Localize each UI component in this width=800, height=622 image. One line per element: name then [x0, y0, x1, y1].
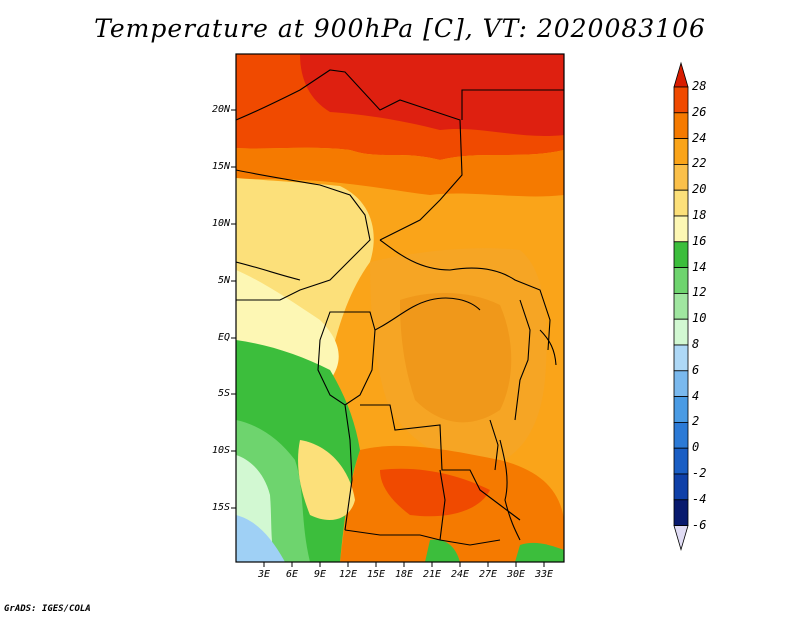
colorbar-level-label: -6: [692, 517, 707, 532]
lat-label-20n: 20N: [211, 104, 230, 115]
colorbar-cell: [673, 189, 689, 217]
colorbar-cell: [673, 421, 689, 449]
colorbar-level-label: -2: [692, 466, 707, 480]
colorbar-level-label: -4: [692, 491, 707, 506]
lat-label-15s: 15S: [211, 502, 230, 513]
colorbar-level-label: 18: [692, 208, 707, 222]
lon-label-9e: 9E: [313, 569, 327, 580]
lat-label-10n: 10N: [211, 218, 230, 229]
country-borders: [236, 69, 564, 546]
lon-ticks: [263, 562, 545, 567]
lon-label-15e: 15E: [366, 569, 386, 580]
lat-label-eq: EQ: [217, 332, 230, 343]
credit-text: GrADS: IGES/COLA: [4, 604, 91, 614]
colorbar-cell: [673, 447, 689, 475]
lat-label-5n: 5N: [217, 275, 230, 286]
colorbar-cell: [673, 241, 689, 269]
lat-label-10s: 10S: [211, 445, 230, 456]
lon-label-18e: 18E: [394, 569, 414, 580]
colorbar-cell: [673, 370, 689, 397]
colorbar-bottom-triangle: [673, 525, 689, 552]
colorbar-cell: [673, 292, 689, 320]
colorbar-top-triangle: [673, 61, 689, 88]
lon-label-3e: 3E: [257, 569, 271, 580]
colorbar: [673, 61, 689, 552]
lon-label-33e: 33E: [534, 569, 554, 580]
map-title: Temperature at 900hPa [C], VT: 202008310…: [94, 14, 706, 43]
colorbar-cell: [673, 112, 689, 140]
colorbar-cell: [673, 163, 689, 191]
colorbar-cell: [673, 86, 689, 114]
colorbar-cell: [673, 499, 689, 526]
colorbar-level-label: 4: [692, 388, 700, 403]
colorbar-level-label: 6: [692, 362, 700, 377]
colorbar-level-label: 10: [692, 311, 707, 326]
colorbar-level-label: 2: [692, 414, 700, 429]
colorbar-cell: [673, 473, 689, 501]
field-shading: [236, 54, 564, 562]
colorbar-cell: [673, 344, 689, 372]
colorbar-cell: [673, 318, 689, 346]
colorbar-cell: [673, 138, 689, 165]
colorbar-level-label: 26: [692, 104, 707, 119]
colorbar-level-label: 0: [692, 440, 700, 455]
lon-label-12e: 12E: [338, 569, 358, 580]
lat-label-15n: 15N: [211, 161, 230, 172]
colorbar-level-label: 8: [692, 337, 700, 351]
lon-label-30e: 30E: [506, 569, 526, 580]
colorbar-cell: [673, 215, 689, 243]
colorbar-level-label: 24: [692, 130, 707, 145]
colorbar-cell: [673, 396, 689, 423]
lat-ticks: [231, 109, 236, 509]
colorbar-level-label: 28: [692, 79, 707, 93]
lon-label-24e: 24E: [450, 569, 470, 580]
lon-label-6e: 6E: [285, 569, 299, 580]
colorbar-cell: [673, 267, 689, 294]
lon-label-27e: 27E: [478, 569, 498, 580]
colorbar-level-label: 16: [692, 233, 707, 248]
colorbar-level-label: 12: [692, 285, 707, 300]
colorbar-level-label: 14: [692, 259, 707, 274]
lon-label-21e: 21E: [422, 569, 442, 580]
lat-label-5s: 5S: [217, 388, 230, 399]
colorbar-level-label: 20: [692, 182, 707, 197]
map-frame: [235, 53, 565, 563]
colorbar-level-label: 22: [692, 156, 707, 171]
